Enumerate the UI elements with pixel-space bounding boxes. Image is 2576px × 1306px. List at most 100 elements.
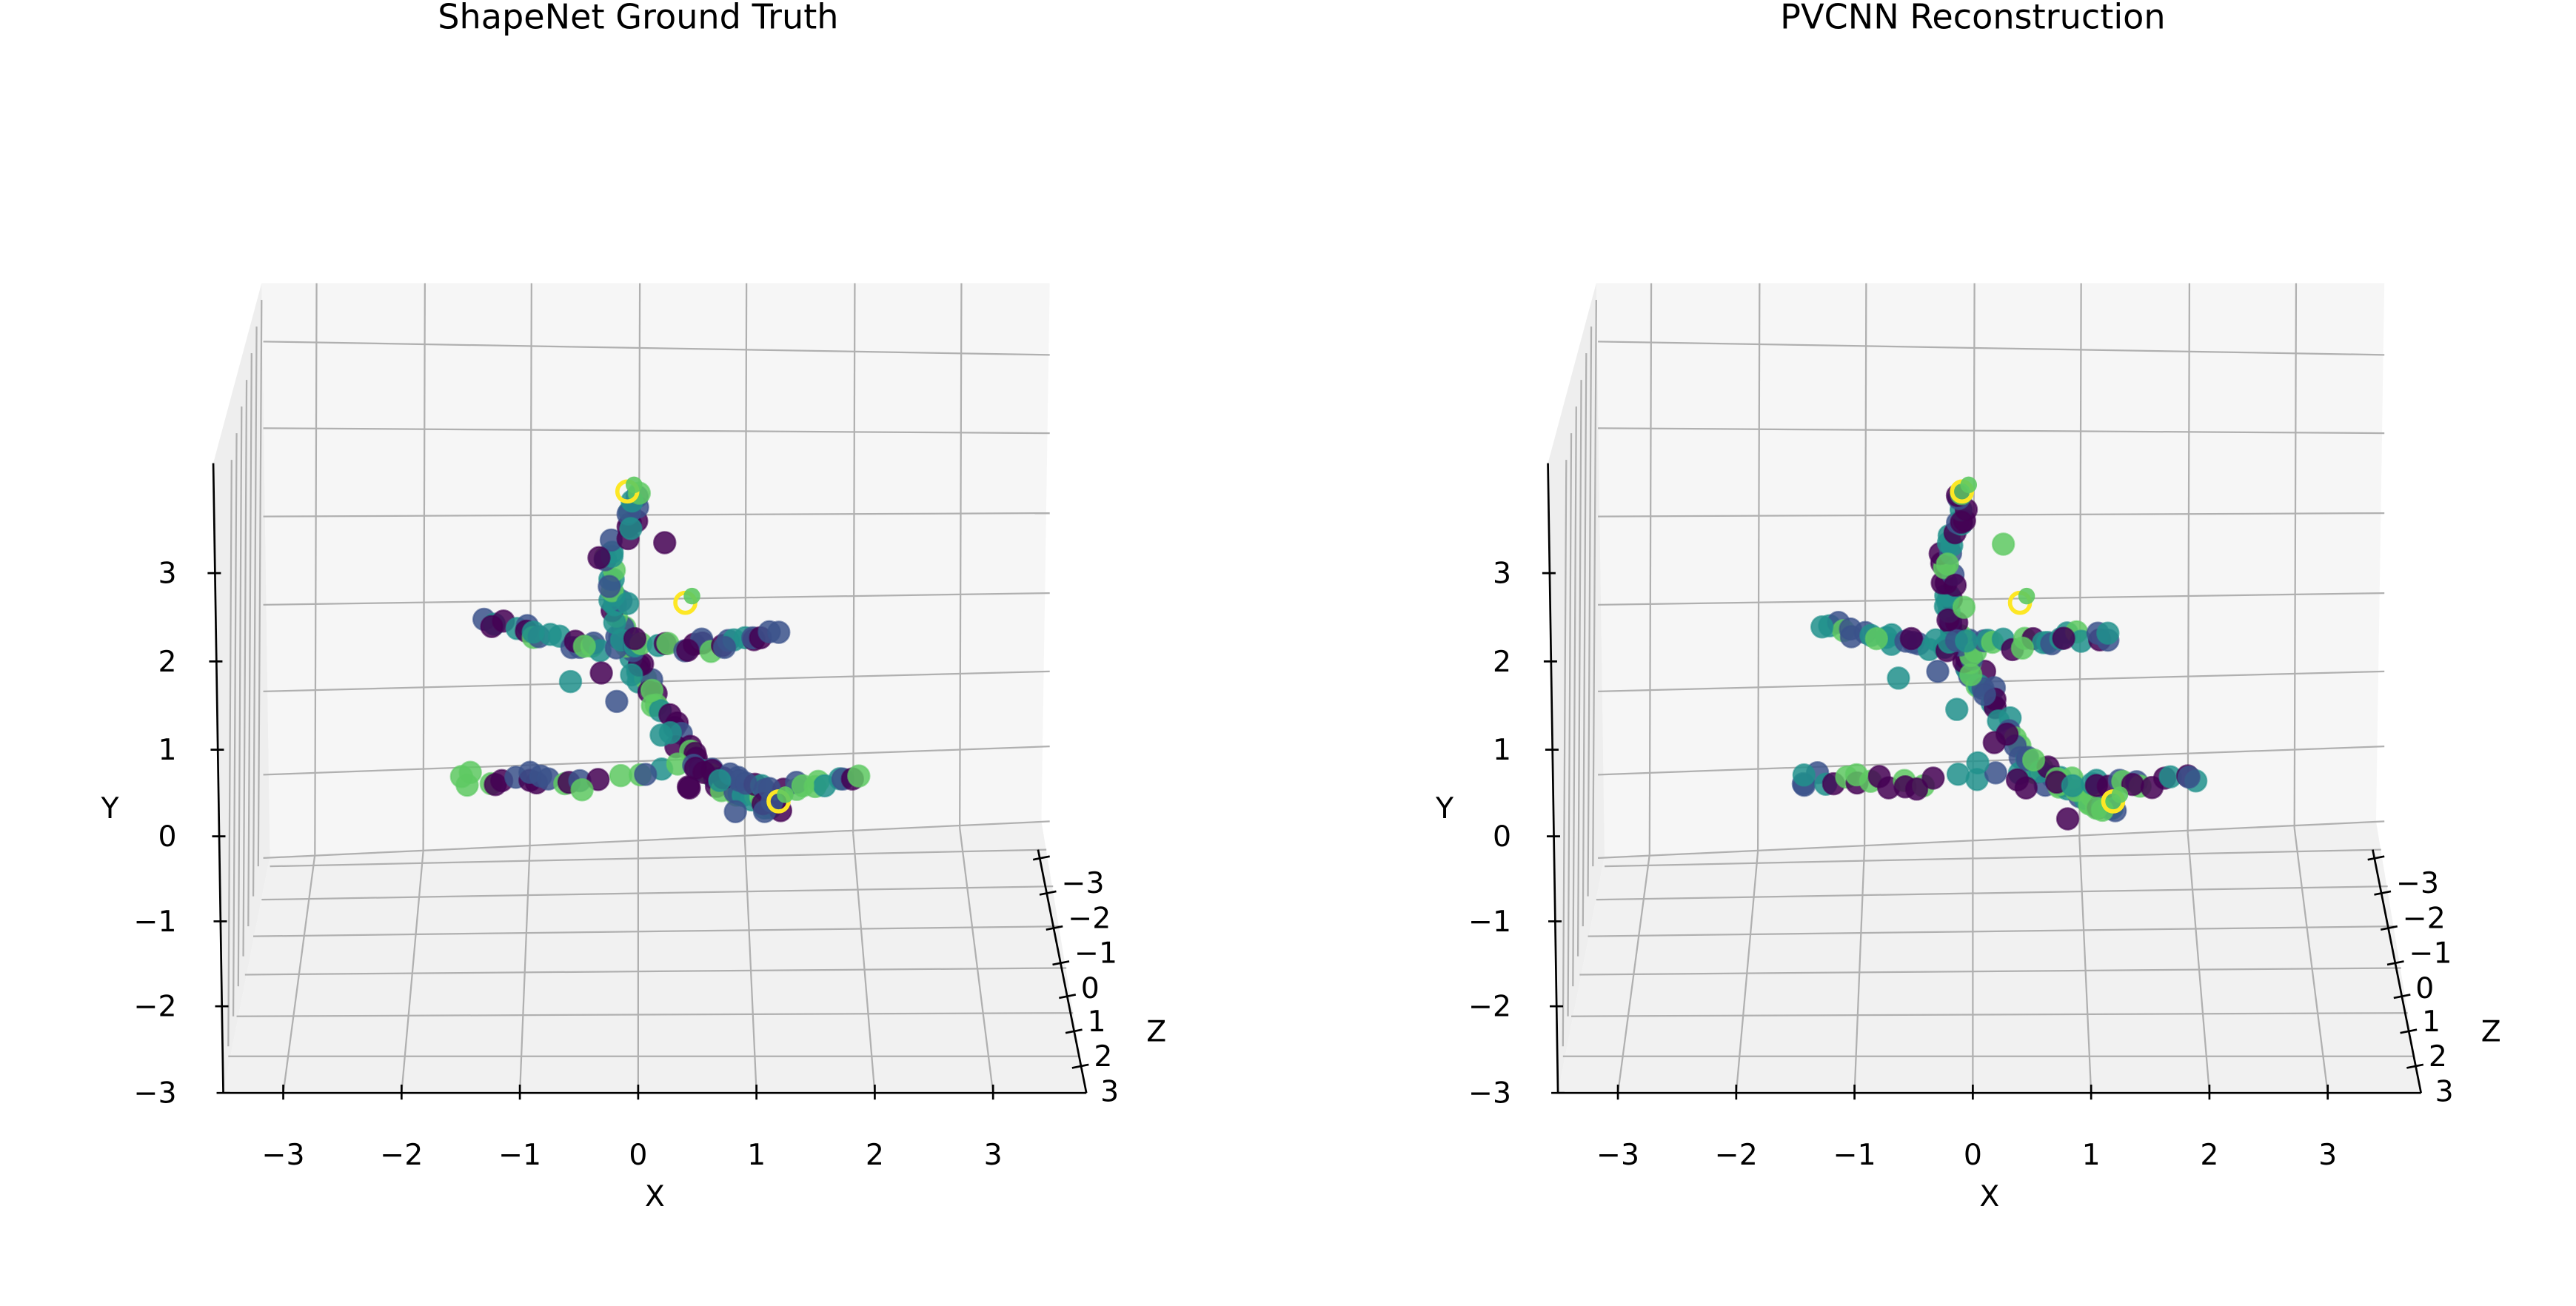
z-tick — [2406, 1063, 2424, 1069]
z-axis-label: Z — [2481, 1014, 2501, 1048]
x-tick-label: 2 — [2200, 1138, 2218, 1172]
x-axis-label: X — [645, 1179, 665, 1213]
z-wall-gridline — [232, 433, 238, 1017]
z-tick — [1071, 1063, 1089, 1069]
z-tick-label: 2 — [1094, 1039, 1112, 1074]
data-point — [723, 800, 747, 823]
data-point — [1984, 761, 2008, 785]
data-point — [619, 517, 643, 540]
z-gridline — [236, 1012, 1074, 1017]
z-wall-gridline — [227, 460, 232, 1047]
x-gridline — [2078, 283, 2082, 838]
z-tick — [2400, 1028, 2418, 1034]
z-wall-gridline — [1582, 353, 1588, 927]
data-point — [712, 635, 737, 660]
x-floor-gridline — [852, 833, 876, 1094]
data-point — [1950, 510, 1973, 535]
z-tick-label: 3 — [1100, 1074, 1119, 1108]
data-point — [1966, 751, 1990, 775]
z-gridline — [1571, 1012, 2408, 1017]
data-point — [2021, 748, 2046, 772]
data-point — [2010, 636, 2035, 660]
data-point — [676, 638, 700, 663]
x-gridline — [1972, 283, 1976, 843]
z-wall-gridline — [1592, 300, 1597, 867]
x-tick-label: 0 — [629, 1138, 647, 1172]
x-floor-gridline — [743, 837, 757, 1094]
data-point — [1864, 626, 1889, 651]
data-point — [2014, 776, 2038, 800]
z-tick-label: 0 — [2415, 971, 2434, 1005]
data-point — [605, 689, 629, 714]
data-point — [640, 678, 664, 703]
y-tick-label: 2 — [158, 645, 176, 679]
data-point — [1958, 663, 1983, 687]
z-tick — [1059, 994, 1077, 999]
x-floor-gridline — [2078, 837, 2092, 1094]
y-axis-label: Y — [1435, 791, 1454, 826]
z-tick — [1046, 925, 1063, 931]
data-point — [708, 768, 732, 793]
data-point — [480, 615, 504, 638]
z-wall-gridline — [237, 406, 243, 987]
x-gridline — [959, 283, 963, 828]
data-point — [791, 774, 815, 798]
y-gridline — [263, 427, 1050, 435]
data-point — [570, 777, 594, 802]
z-tick-label: −2 — [2403, 901, 2446, 935]
data-point — [1991, 532, 2015, 556]
x-gridline — [637, 283, 641, 843]
y-tick-label: 1 — [1493, 733, 1511, 767]
data-point — [1936, 552, 1959, 576]
data-point — [2084, 774, 2109, 797]
data-point — [1943, 573, 1967, 597]
data-point — [2177, 765, 2201, 789]
z-wall-gridline — [1587, 326, 1593, 897]
data-point — [1954, 629, 1978, 653]
data-point — [589, 661, 613, 685]
x-tick-label: −1 — [498, 1138, 541, 1172]
y-tick-label: 1 — [158, 733, 176, 767]
z-gridline — [1596, 885, 2388, 901]
z-tick — [2393, 994, 2411, 999]
y-tick-label: −3 — [133, 1076, 176, 1111]
x-tick-label: −3 — [1596, 1138, 1639, 1172]
data-point — [609, 763, 633, 788]
y-tick-label: 0 — [158, 820, 176, 854]
z-wall-gridline — [257, 300, 263, 867]
y-axis-label: Y — [100, 791, 119, 826]
data-point — [2061, 774, 2084, 797]
x-axis-label: X — [1979, 1179, 1999, 1213]
data-point — [1945, 697, 1969, 721]
z-gridline — [1579, 967, 2401, 976]
z-tick-label: 3 — [2435, 1074, 2454, 1108]
data-point — [558, 669, 583, 694]
z-gridline — [1605, 848, 2381, 868]
data-point — [623, 626, 647, 651]
x-gridline — [422, 283, 426, 851]
x-floor-gridline — [959, 828, 994, 1094]
y-gridline — [1598, 746, 2385, 776]
z-axis-line — [1037, 849, 1088, 1094]
y-tick-label: 3 — [158, 557, 176, 591]
data-point — [1887, 666, 1910, 690]
z-gridline — [253, 925, 1060, 937]
x-gridline — [529, 283, 532, 847]
y-gridline — [263, 592, 1050, 606]
data-point — [1810, 615, 1834, 639]
z-tick-label: −3 — [2396, 866, 2439, 900]
z-wall-gridline — [1562, 460, 1568, 1047]
data-point — [2121, 772, 2144, 797]
x-tick-label: 1 — [747, 1138, 766, 1172]
z-axis-label: Z — [1146, 1014, 1166, 1048]
data-point — [603, 611, 626, 634]
data-point — [1844, 763, 1869, 787]
data-point — [734, 771, 757, 795]
z-tick — [1039, 890, 1057, 896]
chart-panel-1: ShapeNet Ground Truth−3 −2 −1 0 1 2 3X−3−2−101… — [100, 0, 1166, 1213]
x-tick-label: 1 — [2082, 1138, 2101, 1172]
data-point — [2018, 587, 2035, 605]
z-tick-label: −2 — [1068, 901, 1111, 935]
data-point — [766, 620, 791, 644]
